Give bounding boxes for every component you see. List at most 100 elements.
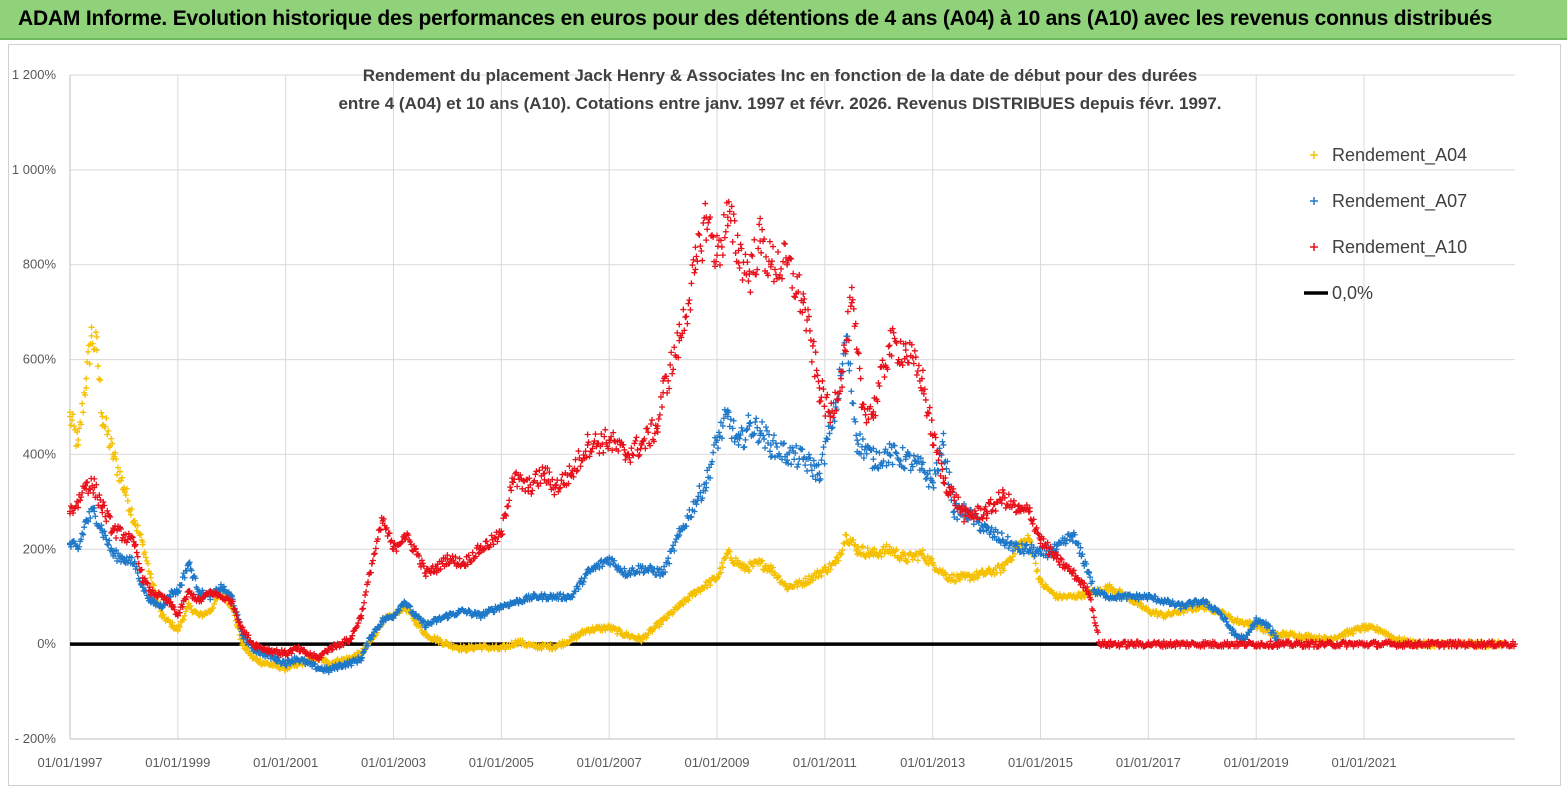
data-point-rendement-a07 <box>184 562 191 569</box>
data-point-rendement-a07 <box>940 430 947 437</box>
data-point-rendement-a10 <box>694 258 701 265</box>
data-point-rendement-a04 <box>123 485 130 492</box>
data-point-rendement-a10 <box>520 477 527 484</box>
data-point-rendement-a07 <box>560 591 567 598</box>
data-point-rendement-a10 <box>872 412 879 419</box>
data-point-rendement-a04 <box>717 569 724 576</box>
data-point-rendement-a10 <box>757 215 764 222</box>
data-point-rendement-a10 <box>370 551 377 558</box>
data-point-rendement-a07 <box>852 418 859 425</box>
data-point-rendement-a07 <box>858 450 865 457</box>
data-point-rendement-a10 <box>77 497 84 504</box>
data-point-rendement-a10 <box>935 457 942 464</box>
data-point-rendement-a07 <box>396 607 403 614</box>
data-point-rendement-a10 <box>236 619 243 626</box>
data-point-rendement-a10 <box>547 481 554 488</box>
data-point-rendement-a10 <box>1054 551 1061 558</box>
data-point-rendement-a04 <box>254 656 261 663</box>
data-point-rendement-a07 <box>935 467 942 474</box>
data-point-rendement-a07 <box>770 432 777 439</box>
y-tick-label: 600% <box>23 352 57 367</box>
data-point-rendement-a07 <box>857 430 864 437</box>
data-point-rendement-a04 <box>83 384 90 391</box>
data-point-rendement-a10 <box>161 593 168 600</box>
data-point-rendement-a10 <box>1037 540 1044 547</box>
data-point-rendement-a10 <box>908 341 915 348</box>
data-point-rendement-a07 <box>102 532 109 539</box>
data-point-rendement-a07 <box>991 533 998 540</box>
data-point-rendement-a10 <box>510 479 517 486</box>
data-point-rendement-a07 <box>754 424 761 431</box>
data-point-rendement-a10 <box>633 434 640 441</box>
data-point-rendement-a10 <box>475 550 482 557</box>
data-point-rendement-a10 <box>481 545 488 552</box>
data-point-rendement-a07 <box>725 409 732 416</box>
data-point-rendement-a07 <box>167 593 174 600</box>
data-point-rendement-a10 <box>779 275 786 282</box>
data-point-rendement-a10 <box>891 335 898 342</box>
data-point-rendement-a07 <box>1222 615 1229 622</box>
data-point-rendement-a10 <box>245 632 252 639</box>
data-point-rendement-a07 <box>853 432 860 439</box>
data-point-rendement-a07 <box>807 461 814 468</box>
data-point-rendement-a07 <box>932 470 939 477</box>
data-point-rendement-a10 <box>427 570 434 577</box>
data-point-rendement-a07 <box>782 453 789 460</box>
data-point-rendement-a10 <box>648 417 655 424</box>
data-point-rendement-a07 <box>1071 531 1078 538</box>
data-point-rendement-a10 <box>421 570 428 577</box>
data-point-rendement-a04 <box>1027 538 1034 545</box>
data-point-rendement-a10 <box>725 198 732 205</box>
data-point-rendement-a10 <box>1101 638 1108 645</box>
data-point-rendement-a10 <box>764 272 771 279</box>
data-point-rendement-a10 <box>932 434 939 441</box>
data-point-rendement-a10 <box>577 463 584 470</box>
data-point-rendement-a07 <box>1022 542 1029 549</box>
data-point-rendement-a10 <box>402 535 409 542</box>
x-tick-label: 01/01/2003 <box>361 755 426 770</box>
data-point-rendement-a10 <box>833 407 840 414</box>
data-point-rendement-a10 <box>615 448 622 455</box>
data-point-rendement-a04 <box>1026 537 1033 544</box>
data-point-rendement-a07 <box>728 435 735 442</box>
data-point-rendement-a07 <box>882 446 889 453</box>
data-point-rendement-a10 <box>1435 638 1442 645</box>
data-point-rendement-a07 <box>929 479 936 486</box>
data-point-rendement-a10 <box>731 217 738 224</box>
data-point-rendement-a10 <box>588 448 595 455</box>
data-point-rendement-a04 <box>74 429 81 436</box>
data-point-rendement-a04 <box>70 411 77 418</box>
data-point-rendement-a07 <box>81 524 88 531</box>
data-point-rendement-a04 <box>299 662 306 669</box>
data-point-rendement-a07 <box>1086 569 1093 576</box>
data-point-rendement-a07 <box>612 562 619 569</box>
data-point-rendement-a10 <box>759 226 766 233</box>
data-point-rendement-a04 <box>652 624 659 631</box>
data-point-rendement-a10 <box>743 271 750 278</box>
data-point-rendement-a10 <box>811 373 818 380</box>
data-point-rendement-a10 <box>508 487 515 494</box>
data-point-rendement-a10 <box>790 270 797 277</box>
data-point-rendement-a04 <box>718 560 725 567</box>
data-point-rendement-a10 <box>848 284 855 291</box>
data-point-rendement-a07 <box>859 436 866 443</box>
data-point-rendement-a04 <box>97 377 104 384</box>
x-tick-label: 01/01/2021 <box>1331 755 1396 770</box>
data-point-rendement-a10 <box>387 538 394 545</box>
data-point-rendement-a04 <box>115 464 122 471</box>
data-point-rendement-a07 <box>131 558 138 565</box>
data-point-rendement-a10 <box>620 441 627 448</box>
data-point-rendement-a07 <box>751 430 758 437</box>
data-point-rendement-a04 <box>69 417 76 424</box>
data-point-rendement-a07 <box>703 484 710 491</box>
data-point-rendement-a04 <box>764 563 771 570</box>
data-point-rendement-a10 <box>1084 584 1091 591</box>
data-point-rendement-a10 <box>1029 520 1036 527</box>
data-point-rendement-a07 <box>713 439 720 446</box>
data-point-rendement-a10 <box>472 553 479 560</box>
data-point-rendement-a04 <box>850 536 857 543</box>
data-point-rendement-a04 <box>638 638 645 645</box>
data-point-rendement-a10 <box>417 563 424 570</box>
data-point-rendement-a10 <box>999 486 1006 493</box>
data-point-rendement-a10 <box>493 529 500 536</box>
